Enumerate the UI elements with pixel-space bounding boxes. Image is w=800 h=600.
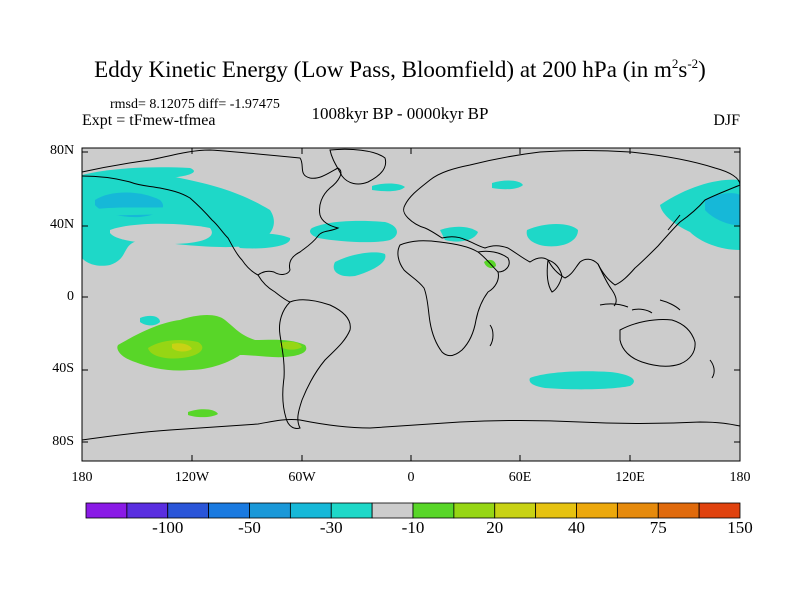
figure-title: Eddy Kinetic Energy (Low Pass, Bloomfiel… <box>94 56 706 82</box>
region-south-atlantic-small <box>280 341 302 350</box>
colorbar-swatch <box>535 502 577 519</box>
lon-label-60w: 60W <box>288 470 316 485</box>
colorbar-swatch <box>126 502 169 519</box>
coast-indonesia <box>599 299 681 314</box>
region-north-pacific-gap <box>110 223 212 244</box>
colorbar-swatch <box>616 502 659 519</box>
map-panel <box>81 147 741 462</box>
colorbar-swatch <box>576 502 618 519</box>
region-south-pacific-max <box>172 343 192 352</box>
region-central-asia <box>526 224 578 247</box>
lon-label-60e: 60E <box>508 470 532 485</box>
stats-label: rmsd= 8.12075 diff= -1.97475 <box>110 97 280 112</box>
lat-label-40s: 40S <box>52 361 74 376</box>
coast-antarctica <box>81 419 741 441</box>
coast-south-america <box>279 299 351 429</box>
region-north-pacific-mid <box>230 233 291 249</box>
coastlines <box>81 148 741 441</box>
colorbar <box>85 502 741 519</box>
colorbar-swatch <box>453 502 496 519</box>
colorbar-label: 75 <box>649 518 667 537</box>
colorbar-label: 40 <box>568 518 585 537</box>
coast-new-zealand <box>709 359 715 379</box>
coast-greenland <box>329 148 387 185</box>
region-south-pacific-small <box>188 409 218 418</box>
region-arctic-atlantic <box>372 183 405 192</box>
lat-label-0: 0 <box>67 289 74 304</box>
anomaly-fields <box>82 167 740 418</box>
coast-north-america <box>81 149 342 276</box>
colorbar-label: 150 <box>727 518 753 537</box>
colorbar-swatch <box>494 502 537 519</box>
region-south-indian <box>529 371 634 390</box>
colorbar-swatch <box>208 502 250 519</box>
colorbar-swatch <box>249 502 291 519</box>
colorbar-label: -50 <box>238 518 261 537</box>
colorbar-label: -100 <box>152 518 184 537</box>
colorbar-swatch <box>85 502 128 519</box>
lon-label-120e: 120E <box>615 470 645 485</box>
region-north-atlantic-tail <box>333 252 386 277</box>
period-label: 1008kyr BP - 0000kyr BP <box>311 104 489 123</box>
coast-arabia <box>477 250 510 273</box>
coast-africa <box>397 240 499 357</box>
colorbar-swatch <box>330 502 373 519</box>
colorbar-label: -30 <box>319 518 343 537</box>
colorbar-swatch <box>289 502 332 519</box>
region-north-pacific-east-core <box>705 193 740 226</box>
coast-central-america <box>257 274 291 303</box>
lat-label-40n: 40N <box>50 217 75 232</box>
coast-australia <box>619 319 696 367</box>
region-north-pacific-strip <box>90 205 204 216</box>
coast-southeast-asia <box>597 263 617 307</box>
colorbar-swatch <box>371 502 414 519</box>
coast-madagascar <box>489 324 494 347</box>
coast-eurasia <box>403 150 741 286</box>
lat-label-80n: 80N <box>50 143 75 158</box>
lon-label-180e: 180 <box>729 470 751 485</box>
region-south-pacific-negative <box>140 315 160 326</box>
colorbar-swatch <box>412 502 455 519</box>
lon-label-120w: 120W <box>174 470 210 485</box>
colorbar-swatch <box>698 502 741 519</box>
coast-india <box>546 259 563 293</box>
region-arctic-eurasia <box>492 180 523 190</box>
colorbar-swatch <box>167 502 210 519</box>
experiment-label: Expt = tFmew-tfmea <box>82 112 216 129</box>
colorbar-label: -10 <box>401 518 425 537</box>
lon-label-180w: 180 <box>71 470 93 485</box>
lon-label-0: 0 <box>407 470 415 485</box>
lat-label-80s: 80S <box>52 434 74 449</box>
region-mediterranean <box>440 226 478 242</box>
colorbar-swatch <box>657 502 700 519</box>
axis-ticks <box>82 148 740 461</box>
colorbar-label: 20 <box>486 518 504 537</box>
season-label: DJF <box>713 112 740 129</box>
coast-japan <box>667 214 681 231</box>
